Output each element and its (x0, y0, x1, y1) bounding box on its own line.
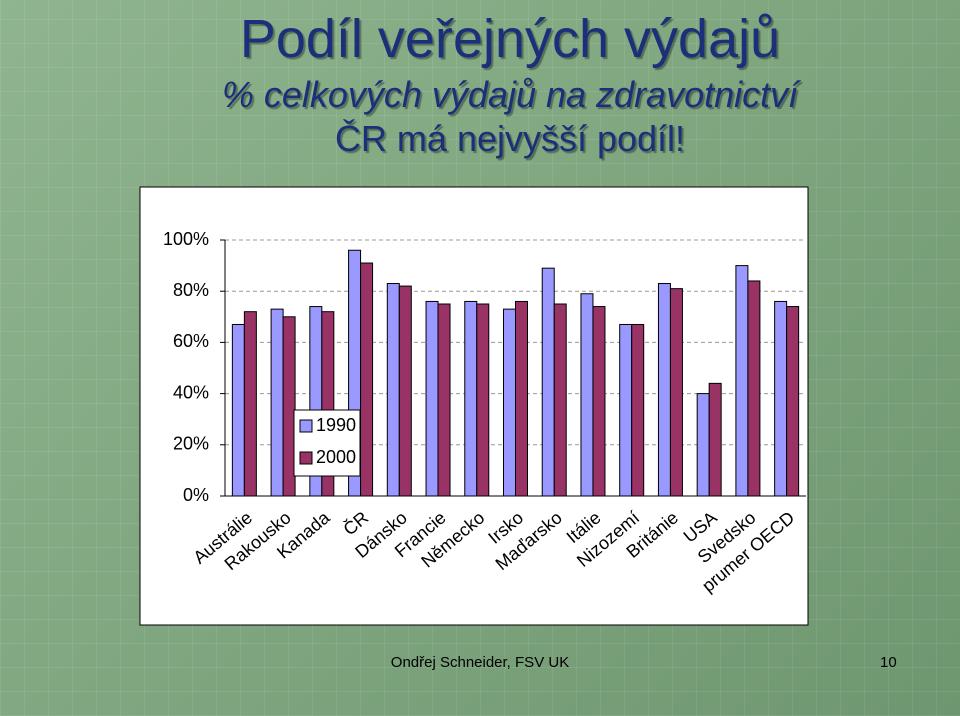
bar (696, 393, 710, 497)
page-number: 10 (880, 654, 897, 671)
bar (231, 323, 245, 497)
bar (735, 265, 749, 497)
bar (631, 323, 645, 497)
bar (437, 303, 451, 497)
bar (592, 306, 606, 497)
bar (553, 303, 567, 497)
bar (541, 267, 555, 497)
bar (360, 262, 374, 497)
bar (282, 316, 296, 497)
y-tick-label: 60% (173, 331, 209, 351)
footer: Ondřej Schneider, FSV UK (390, 654, 570, 671)
bar (774, 300, 788, 497)
legend-label: 2000 (316, 447, 356, 467)
legend-swatch (299, 419, 313, 433)
y-tick-label: 20% (173, 434, 209, 454)
slide-subtitle: % celkových výdajů na zdravotnictví (221, 74, 799, 115)
legend-label: 1990 (316, 415, 356, 435)
slide-title: Podíl veřejných výdajů (239, 9, 781, 69)
legend-swatch (299, 451, 313, 465)
y-tick-label: 0% (183, 485, 209, 505)
bar (580, 293, 594, 497)
bar (515, 300, 528, 497)
bar (243, 311, 257, 497)
y-tick-label: 80% (173, 280, 209, 300)
bar (786, 306, 800, 497)
bar (657, 283, 671, 497)
bar (398, 285, 412, 497)
bar (386, 283, 400, 497)
bar (708, 382, 722, 497)
bar (476, 303, 490, 497)
bar (747, 280, 761, 497)
bar (425, 300, 439, 497)
slide-highlight: ČR má nejvyšší podíl! (334, 118, 686, 159)
bar (503, 308, 516, 497)
bar (270, 308, 284, 497)
bar (669, 288, 683, 497)
y-tick-label: 40% (173, 382, 209, 402)
bar (619, 323, 633, 497)
bar (464, 300, 478, 497)
y-tick-label: 100% (163, 229, 209, 249)
